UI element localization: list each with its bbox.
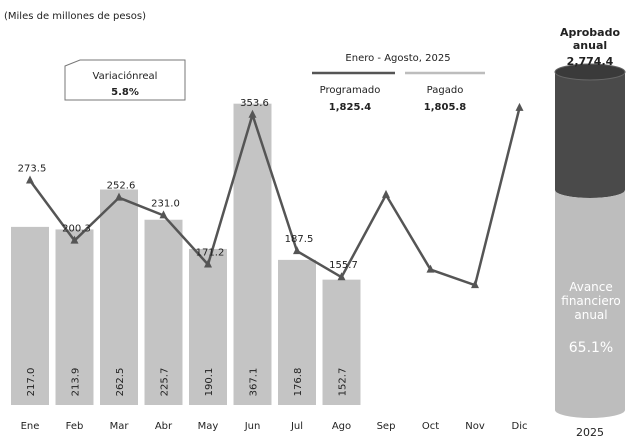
- legend-total: 1,805.8: [424, 102, 466, 113]
- x-tick-label: Mar: [110, 421, 130, 432]
- point-label: 231.0: [151, 198, 180, 209]
- marker: [248, 109, 257, 118]
- line: [28, 107, 521, 287]
- point-label: 252.6: [107, 181, 136, 192]
- marker: [293, 246, 301, 255]
- bar-label: 176.8: [293, 368, 304, 397]
- cylinder-title: Aprobado anual: [559, 26, 621, 52]
- x-tick-label: Jun: [244, 421, 261, 432]
- bar-label: 262.5: [115, 368, 126, 397]
- point-label: 200.3: [62, 224, 91, 235]
- point-label: 171.2: [196, 247, 225, 258]
- marker: [70, 235, 79, 244]
- cylinder-lower: [555, 189, 625, 418]
- annotation-box: [64, 59, 186, 101]
- bar: [11, 226, 49, 405]
- marker: [159, 210, 168, 219]
- x-tick-label: Nov: [465, 421, 485, 432]
- marker: [115, 192, 123, 201]
- point-label: 187.5: [285, 234, 314, 245]
- bar: [278, 259, 316, 405]
- marker: [26, 175, 34, 184]
- cylinder-upper: [555, 72, 625, 198]
- bar: [189, 248, 227, 405]
- legend-total: 1,825.4: [329, 102, 371, 113]
- point-label: 273.5: [18, 164, 47, 175]
- point-label: 155.7: [329, 260, 358, 271]
- bar-label: 213.9: [71, 368, 82, 397]
- marker: [515, 102, 524, 111]
- x-tick-label: Abr: [155, 421, 173, 432]
- x-tick-label: Jul: [290, 421, 303, 432]
- bar-label: 367.1: [249, 368, 260, 397]
- marker: [426, 264, 435, 273]
- marker: [382, 189, 390, 198]
- bar: [144, 219, 183, 405]
- x-tick-label: Ene: [21, 421, 40, 432]
- point-label: 353.6: [240, 98, 269, 109]
- x-tick-label: Feb: [66, 421, 84, 432]
- marker: [471, 280, 479, 289]
- bar: [233, 103, 272, 405]
- cylinder-value: 2,774.4: [566, 55, 614, 68]
- bar-label: 152.7: [338, 368, 349, 397]
- legend-title: Enero - Agosto, 2025: [345, 53, 450, 64]
- x-tick-label: Sep: [377, 421, 396, 432]
- x-tick-label: Dic: [512, 421, 528, 432]
- annotation-label: Variaciónreal: [93, 70, 158, 82]
- x-tick-label: Ago: [332, 421, 351, 432]
- legend-label: Pagado: [427, 85, 464, 96]
- bar-label: 225.7: [160, 368, 171, 397]
- bar: [55, 229, 94, 405]
- marker: [204, 259, 212, 268]
- bar: [322, 279, 361, 405]
- marker: [337, 272, 346, 281]
- bar-label: 190.1: [204, 368, 215, 397]
- bar-label: 217.0: [26, 368, 37, 397]
- progress-label: Avance financiero anual: [561, 280, 621, 322]
- subtitle: (Miles de millones de pesos): [4, 11, 146, 22]
- annotation-value: 5.8%: [111, 87, 139, 98]
- cylinder-top: [554, 63, 626, 81]
- x-tick-label: Oct: [422, 421, 439, 432]
- progress-value: 65.1%: [568, 340, 614, 356]
- bar: [100, 189, 138, 405]
- cylinder-year: 2025: [576, 426, 604, 439]
- x-tick-label: May: [198, 421, 219, 432]
- legend-label: Programado: [320, 85, 381, 96]
